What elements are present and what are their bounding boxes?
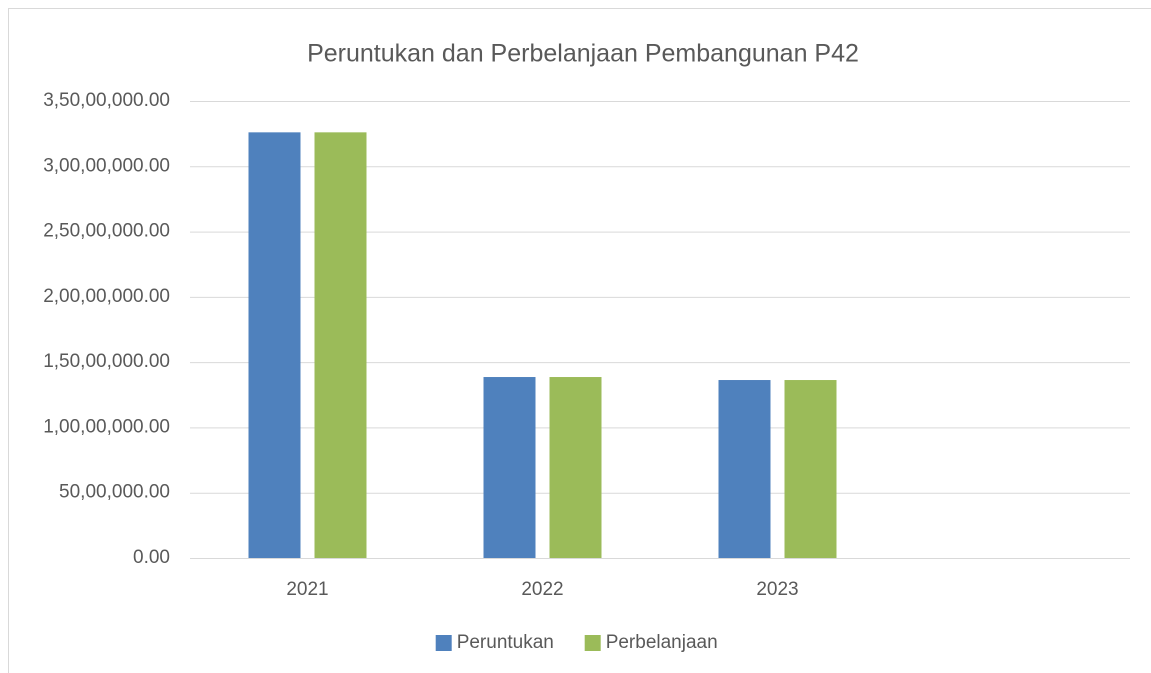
y-tick-label: 2,50,00,000.00 [43,221,170,242]
y-tick-label: 2,00,00,000.00 [43,286,170,307]
legend-label: Perbelanjaan [606,632,718,653]
legend-swatch [584,635,601,651]
bar [248,132,301,558]
y-tick-label: 1,50,00,000.00 [43,351,170,372]
y-tick-label: 1,00,00,000.00 [43,416,170,437]
y-tick-label: 50,00,000.00 [59,482,170,503]
legend-label: Peruntukan [457,632,554,653]
y-tick-label: 3,00,00,000.00 [43,155,170,176]
chart-title: Peruntukan dan Perbelanjaan Pembangunan … [307,40,859,68]
x-tick-label: 2022 [521,579,563,600]
bar [314,132,367,558]
bar [483,377,536,558]
chart-frame [8,8,1151,673]
bar [549,377,602,558]
bar [784,380,837,558]
x-tick-label: 2023 [756,579,798,600]
x-tick-label: 2021 [286,579,328,600]
legend-swatch [435,635,452,651]
bar [718,380,771,558]
y-tick-label: 3,50,00,000.00 [43,90,170,111]
y-tick-label: 0.00 [133,547,170,568]
